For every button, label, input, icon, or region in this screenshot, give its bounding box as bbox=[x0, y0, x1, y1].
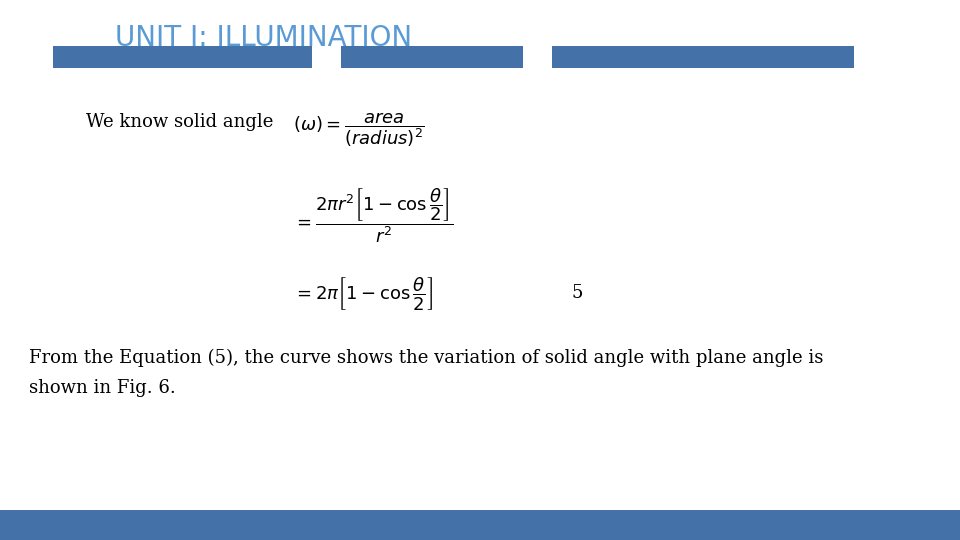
Text: We know solid angle: We know solid angle bbox=[86, 113, 274, 131]
Text: 5: 5 bbox=[571, 284, 583, 301]
Text: UNIT I: ILLUMINATION: UNIT I: ILLUMINATION bbox=[115, 24, 413, 52]
Bar bbox=[0, 510, 960, 540]
Bar bbox=[552, 46, 854, 68]
Text: $= \dfrac{2\pi r^2\left[1 - \cos\dfrac{\theta}{2}\right]}{r^2}$: $= \dfrac{2\pi r^2\left[1 - \cos\dfrac{\… bbox=[293, 186, 453, 245]
Bar bbox=[341, 46, 523, 68]
Text: $= 2\pi\left[1 - \cos\dfrac{\theta}{2}\right]$: $= 2\pi\left[1 - \cos\dfrac{\theta}{2}\r… bbox=[293, 275, 433, 313]
Text: $(\omega) = \dfrac{\mathit{area}}{(\mathit{radius})^2}$: $(\omega) = \dfrac{\mathit{area}}{(\math… bbox=[293, 111, 424, 150]
Text: From the Equation (5), the curve shows the variation of solid angle with plane a: From the Equation (5), the curve shows t… bbox=[29, 348, 823, 397]
Bar bbox=[53, 46, 312, 68]
